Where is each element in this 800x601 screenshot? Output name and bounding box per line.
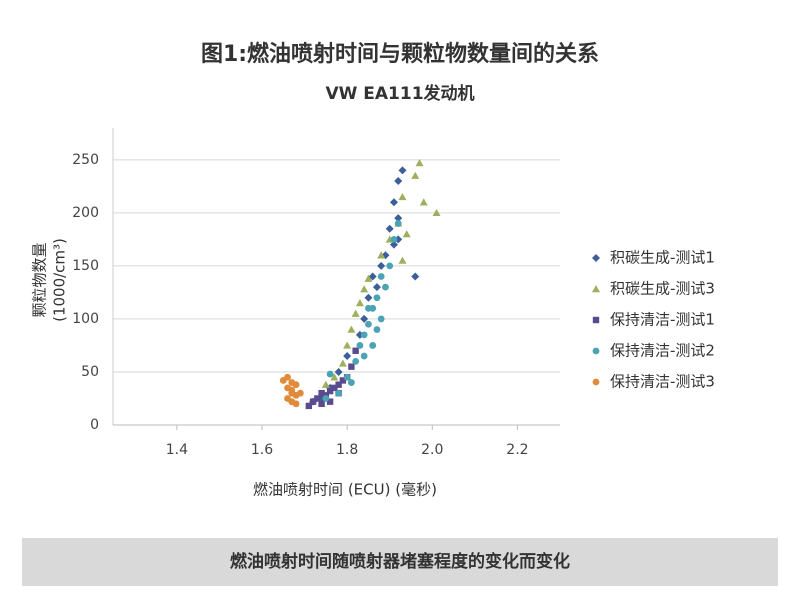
point bbox=[364, 293, 373, 302]
y-tick-label: 0 bbox=[90, 417, 99, 433]
point bbox=[398, 192, 407, 201]
point bbox=[318, 389, 325, 397]
point bbox=[365, 320, 372, 328]
point bbox=[339, 377, 347, 384]
point bbox=[326, 387, 334, 395]
point bbox=[360, 352, 368, 360]
point bbox=[382, 283, 389, 291]
point bbox=[305, 402, 313, 410]
point bbox=[322, 395, 330, 402]
legend-label: 保持清洁-测试2 bbox=[610, 342, 715, 360]
point bbox=[292, 400, 300, 408]
y-axis-label: 颗粒物数量 bbox=[31, 242, 49, 317]
point bbox=[343, 341, 352, 349]
point bbox=[394, 214, 403, 223]
point bbox=[347, 325, 356, 333]
point bbox=[377, 261, 386, 270]
legend-marker bbox=[592, 285, 600, 293]
point bbox=[296, 389, 304, 397]
legend-marker bbox=[592, 347, 600, 355]
point bbox=[394, 220, 402, 227]
point bbox=[318, 400, 325, 407]
point bbox=[360, 285, 369, 293]
point bbox=[364, 274, 373, 282]
point bbox=[292, 381, 300, 389]
point bbox=[335, 381, 342, 388]
y-tick-label: 50 bbox=[81, 364, 99, 380]
point bbox=[386, 262, 394, 270]
point bbox=[351, 309, 360, 317]
x-axis-label: 燃油喷射时间 (ECU) (毫秒) bbox=[253, 481, 437, 499]
point bbox=[402, 230, 411, 238]
y-axis-label: (1000/cm³) bbox=[51, 238, 69, 322]
point bbox=[360, 314, 369, 323]
point bbox=[288, 386, 296, 394]
point bbox=[365, 304, 372, 312]
point bbox=[343, 352, 352, 361]
point bbox=[394, 177, 403, 186]
point bbox=[348, 363, 355, 370]
point bbox=[326, 398, 334, 405]
point bbox=[411, 171, 420, 179]
point bbox=[348, 379, 355, 386]
legend-label: 保持清洁-测试1 bbox=[610, 311, 715, 329]
point bbox=[419, 198, 428, 206]
y-tick-label: 100 bbox=[72, 311, 99, 327]
point bbox=[398, 166, 407, 175]
y-tick-label: 150 bbox=[72, 258, 99, 274]
point bbox=[432, 208, 441, 217]
point bbox=[352, 357, 360, 365]
point bbox=[415, 159, 424, 167]
point bbox=[314, 395, 321, 402]
point bbox=[309, 398, 317, 405]
chart-title: 图1:燃油喷射时间与颗粒物数量间的关系 bbox=[201, 41, 599, 67]
chart-subtitle: VW EA111发动机 bbox=[325, 83, 474, 104]
point bbox=[355, 299, 364, 307]
x-tick-label: 1.6 bbox=[251, 442, 273, 458]
point bbox=[398, 256, 407, 264]
point bbox=[326, 370, 334, 378]
point bbox=[372, 283, 381, 292]
footer-band bbox=[22, 538, 778, 586]
point bbox=[373, 294, 381, 302]
point bbox=[356, 342, 364, 349]
y-tick-label: 250 bbox=[72, 152, 99, 168]
point bbox=[352, 347, 359, 354]
point bbox=[338, 359, 347, 367]
y-tick-label: 200 bbox=[72, 205, 99, 221]
point bbox=[360, 331, 368, 339]
point bbox=[377, 273, 385, 280]
point bbox=[279, 377, 287, 384]
x-tick-label: 1.4 bbox=[166, 442, 188, 458]
point bbox=[411, 272, 420, 281]
point bbox=[369, 342, 377, 349]
legend-marker bbox=[592, 378, 600, 386]
point bbox=[330, 373, 339, 381]
point bbox=[368, 272, 377, 281]
x-tick-label: 2.2 bbox=[506, 442, 528, 458]
point bbox=[335, 389, 343, 397]
footer-caption: 燃油喷射时间随喷射器堵塞程度的变化而变化 bbox=[230, 551, 570, 572]
point bbox=[373, 326, 381, 333]
legend-label: 积碳生成-测试3 bbox=[610, 280, 715, 298]
point bbox=[389, 198, 398, 207]
point bbox=[390, 235, 398, 243]
point bbox=[321, 380, 330, 388]
x-tick-label: 1.8 bbox=[336, 442, 358, 458]
point bbox=[343, 373, 351, 381]
point bbox=[377, 251, 386, 259]
point bbox=[334, 367, 343, 376]
legend-marker bbox=[592, 254, 600, 262]
point bbox=[377, 315, 385, 323]
point bbox=[385, 224, 394, 233]
legend-label: 保持清洁-测试3 bbox=[610, 373, 715, 391]
point bbox=[331, 384, 338, 392]
point bbox=[389, 240, 398, 249]
legend-label: 积碳生成-测试1 bbox=[610, 249, 715, 267]
x-tick-label: 2.0 bbox=[421, 442, 443, 458]
legend-marker bbox=[592, 316, 600, 324]
